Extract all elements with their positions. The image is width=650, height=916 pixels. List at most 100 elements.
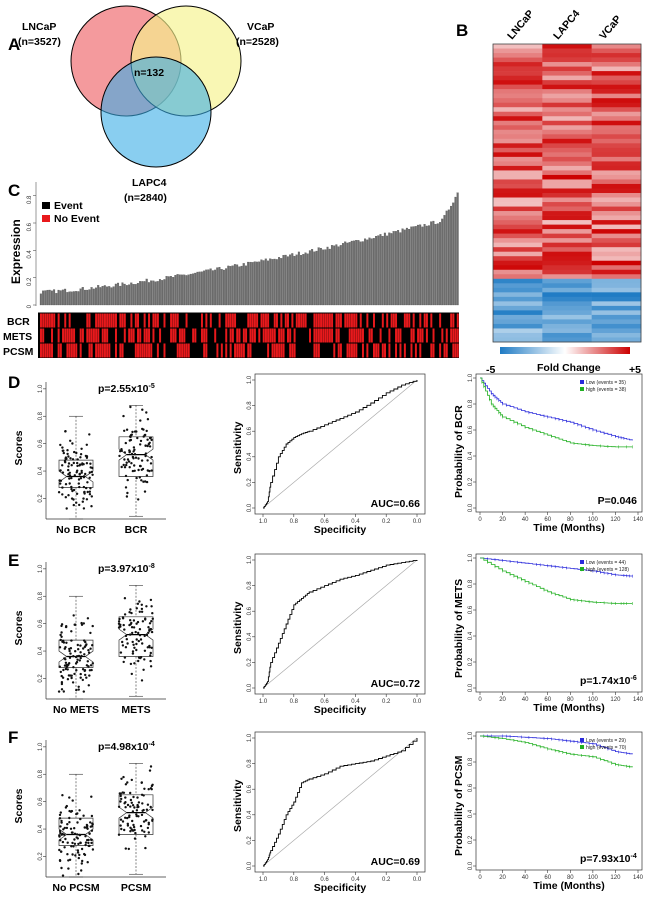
heatmap-cell: [591, 129, 642, 135]
heatmap-cell: [591, 332, 642, 338]
heatmap-cell: [591, 283, 642, 289]
event-track-cell: [441, 328, 444, 343]
expression-y-ticks: 0 0.2 0.4 0.6 0.8: [27, 195, 36, 308]
box-point: [129, 405, 132, 409]
expression-bar: [95, 287, 97, 306]
box-point: [88, 674, 91, 677]
panel-label-b: B: [456, 21, 468, 40]
box-point: [62, 641, 66, 644]
heatmap-cell: [542, 143, 592, 149]
box-point: [89, 487, 92, 490]
box-y-tick-label: 0.6: [38, 619, 44, 628]
expression-bar: [399, 232, 402, 306]
expression-bar: [326, 246, 329, 306]
box-point: [70, 464, 73, 467]
box-point: [138, 610, 141, 613]
event-track-cell: [174, 328, 177, 343]
event-track-cell: [145, 328, 148, 343]
event-track-cell: [302, 313, 305, 328]
box-point: [119, 818, 123, 821]
box-point: [122, 660, 125, 664]
box-point: [150, 784, 154, 788]
event-track-cell: [324, 328, 327, 343]
expression-bar: [64, 288, 67, 306]
box-point: [69, 827, 73, 830]
event-track-cell: [267, 343, 270, 358]
km-x-tick-label: 40: [522, 875, 529, 881]
box-point: [119, 824, 122, 827]
km-y-tick-label: 0.0: [468, 861, 474, 870]
box-point: [150, 438, 153, 442]
roc-diagonal: [262, 379, 418, 509]
box-point: [144, 835, 147, 838]
event-track-cell: [225, 343, 228, 358]
box-point: [77, 654, 81, 658]
event-track-cell: [90, 343, 93, 358]
box-point: [132, 619, 136, 622]
event-track-cell: [425, 313, 428, 328]
event-track-cell: [260, 313, 263, 328]
event-track-cell: [249, 328, 252, 343]
box-point: [70, 674, 73, 677]
box-point: [119, 623, 122, 626]
box-point: [88, 832, 91, 835]
panel-label-a: A: [8, 35, 20, 54]
heatmap-cell: [591, 251, 642, 257]
event-track-cell: [445, 328, 448, 343]
box-y-tick-label: 0.4: [38, 824, 44, 833]
heatmap-cell: [493, 116, 543, 122]
roc-y-tick-label: 0.2: [247, 836, 253, 845]
box-point: [138, 464, 142, 468]
km-curve: [480, 735, 633, 755]
expression-bars: [39, 192, 459, 306]
event-track-cell: [313, 328, 316, 343]
expression-bar: [216, 267, 219, 306]
expression-bar: [242, 263, 245, 306]
expression-bar: [434, 224, 437, 306]
box-point: [135, 642, 138, 646]
event-track-cell: [46, 343, 49, 358]
heatmap-cell: [493, 165, 543, 171]
box-point: [135, 622, 138, 625]
box-point: [85, 498, 89, 501]
box-point: [125, 463, 128, 467]
heatmap-cell: [493, 274, 543, 280]
box-notch: [118, 616, 154, 657]
roc-x-tick-label: 1.0: [259, 699, 268, 705]
box-y-tick-label: 1.0: [38, 742, 44, 751]
box-point: [78, 809, 81, 812]
heatmap-cell: [542, 305, 592, 311]
event-track-cell: [370, 328, 373, 343]
heatmap-cell: [542, 80, 592, 85]
event-track-cell: [445, 343, 448, 358]
roc-y-tick-label: 0.0: [247, 683, 253, 692]
event-track-cell: [280, 343, 283, 358]
venn-lncap-name: LNCaP: [22, 21, 56, 33]
event-track-cell: [406, 313, 409, 328]
box-point: [125, 638, 128, 641]
event-track-cell: [214, 328, 217, 343]
heatmap-cell: [493, 319, 543, 325]
event-track-cell: [200, 313, 203, 328]
event-track-cell: [355, 328, 358, 343]
km-y-tick-label: 0.4: [468, 451, 474, 460]
expression-bar: [90, 287, 93, 306]
expression-bar: [394, 231, 397, 306]
km-legend-low: Low (events = 29): [586, 738, 626, 744]
box-point: [71, 442, 74, 445]
heatmap-cell: [542, 197, 592, 203]
km-legend-high: high (events = 128): [586, 567, 629, 573]
expression-bar: [408, 228, 411, 306]
expression-bar: [240, 265, 243, 306]
box-point: [128, 451, 131, 454]
box-point: [79, 477, 83, 480]
heatmap-cell: [591, 314, 642, 320]
event-track-cell: [119, 313, 122, 328]
expression-bar: [44, 290, 47, 306]
event-track-cell: [339, 343, 342, 358]
event-track-cell: [315, 328, 318, 343]
km-x-tick-label: 0: [478, 697, 482, 703]
heatmap-cell: [542, 202, 592, 207]
event-track-cell: [388, 328, 391, 343]
expression-bar: [443, 215, 446, 306]
